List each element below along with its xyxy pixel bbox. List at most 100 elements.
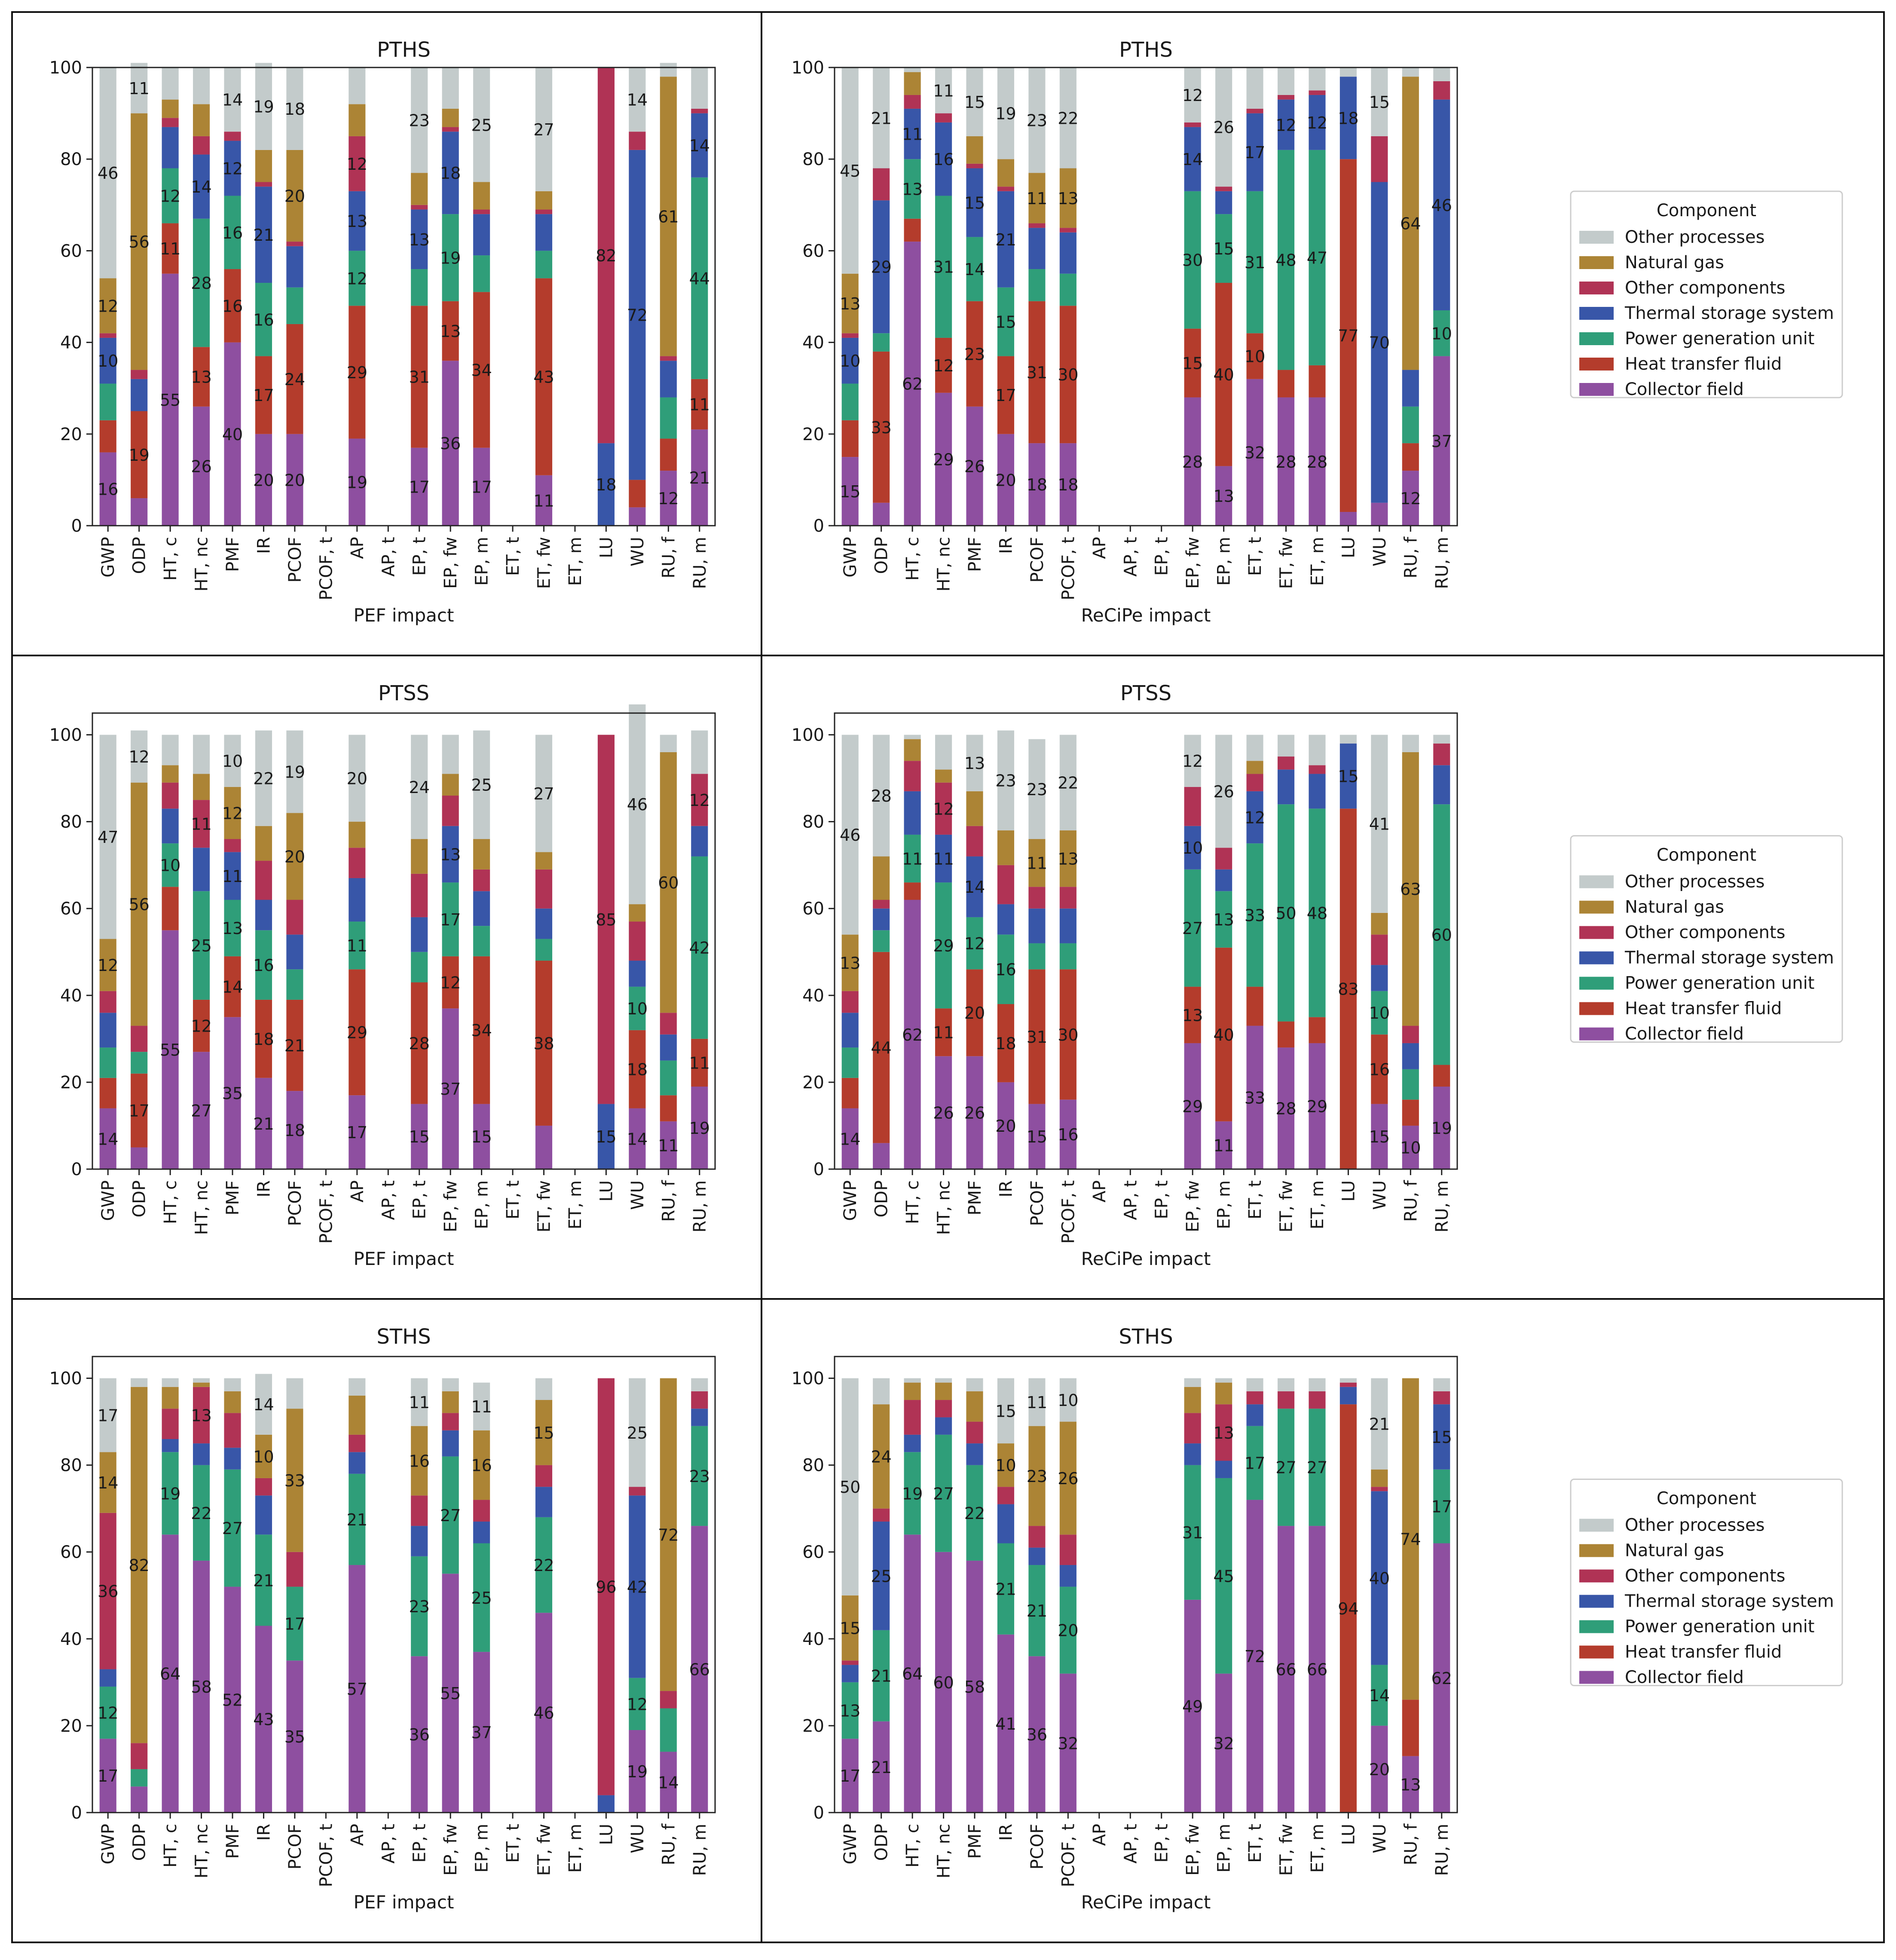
data-label-ru-f-collector-field: 12 xyxy=(1400,489,1421,508)
x-tick-label-ht-c: HT, c xyxy=(903,537,923,581)
chart-3: PTSS 14 12 47 17 56 12 55 10 27 12 25 11 35 14 13 11 12 10… xyxy=(49,681,716,1269)
bar-segment-ep-fw-other-components xyxy=(442,127,459,132)
x-tick-label-ru-m: RU, m xyxy=(690,1180,710,1232)
bar-segment-et-fw-collector-field xyxy=(535,1125,553,1169)
data-label-ru-m-thermal-storage-system: 15 xyxy=(1431,1428,1452,1447)
bar-segment-gwp-collector-field xyxy=(841,1108,859,1169)
bar-segment-et-fw-other-components xyxy=(535,209,553,214)
data-label-ru-m-other-components: 12 xyxy=(689,791,710,810)
bar-segment-pmf-thermal-storage-system xyxy=(224,141,241,196)
data-label-ir-collector-field: 41 xyxy=(995,1715,1016,1733)
bar-segment-ht-c-natural-gas xyxy=(904,72,921,95)
data-label-ep-fw-collector-field: 49 xyxy=(1182,1697,1203,1716)
bar-segment-wu-collector-field xyxy=(629,1108,646,1169)
data-label-pcof-natural-gas: 20 xyxy=(284,187,305,205)
bar-segment-pcof-power-generation-unit xyxy=(1028,943,1046,970)
data-label-ir-heat-transfer-fluid: 18 xyxy=(995,1034,1016,1053)
data-label-ru-f-natural-gas: 63 xyxy=(1400,880,1421,899)
legend-swatch-other-processes xyxy=(1579,1519,1614,1532)
bar-segment-ep-fw-collector-field xyxy=(1184,1043,1201,1169)
data-label-ru-m-power-generation-unit: 44 xyxy=(689,269,710,288)
bar-segment-pcof-t-heat-transfer-fluid xyxy=(1059,306,1076,444)
bar-segment-ep-m-other-components xyxy=(473,869,490,891)
bar-segment-ap-natural-gas xyxy=(349,821,366,848)
bar-segment-wu-other-processes xyxy=(629,1378,646,1487)
bar-segment-et-fw-collector-field xyxy=(1277,397,1295,526)
data-label-ht-c-power-generation-unit: 10 xyxy=(160,856,180,875)
bar-segment-wu-heat-transfer-fluid xyxy=(629,1030,646,1109)
data-label-ht-nc-other-components: 11 xyxy=(191,815,211,834)
bar-segment-ir-other-components xyxy=(997,1487,1015,1504)
data-label-ap-heat-transfer-fluid: 29 xyxy=(347,363,367,382)
chart-6-title: STHS xyxy=(1119,1325,1173,1349)
data-label-pcof-t-natural-gas: 13 xyxy=(1058,850,1078,869)
bar-segment-odp-heat-transfer-fluid xyxy=(873,351,890,503)
bar-segment-pcof-thermal-storage-system xyxy=(286,934,303,970)
bar-segment-odp-collector-field xyxy=(873,1721,890,1813)
x-tick-label-ht-c: HT, c xyxy=(903,1824,923,1868)
data-label-wu-collector-field: 14 xyxy=(627,1130,648,1148)
x-tick-label-ht-nc: HT, nc xyxy=(934,1180,954,1235)
legend-swatch-thermal-storage-system xyxy=(1579,307,1614,320)
bar-segment-ir-other-processes xyxy=(997,67,1015,159)
bar-segment-ru-m-other-processes xyxy=(1433,735,1450,744)
bar-segment-gwp-thermal-storage-system xyxy=(99,1013,116,1048)
bar-segment-ht-nc-thermal-storage-system xyxy=(935,1417,952,1435)
legend-item-collector-field: Collector field xyxy=(1625,1024,1744,1044)
bar-segment-pmf-other-components xyxy=(224,132,241,141)
x-tick-label-et-fw: ET, fw xyxy=(535,537,554,589)
y-tick-label: 0 xyxy=(71,516,82,536)
x-tick-label-wu: WU xyxy=(1370,1824,1390,1853)
data-label-et-fw-collector-field: 28 xyxy=(1275,1099,1296,1118)
data-label-ep-fw-power-generation-unit: 17 xyxy=(440,910,461,929)
x-tick-label-ru-f: RU, f xyxy=(659,536,679,579)
bar-segment-ru-f-other-processes xyxy=(1402,67,1419,77)
chart-5-title: STHS xyxy=(376,1325,431,1349)
data-label-pmf-power-generation-unit: 12 xyxy=(964,934,985,953)
data-label-pmf-heat-transfer-fluid: 16 xyxy=(222,297,243,315)
bar-segment-pmf-collector-field xyxy=(224,342,241,526)
bar-segment-pcof-thermal-storage-system xyxy=(1028,228,1046,270)
bar-segment-ep-t-power-generation-unit xyxy=(411,952,428,983)
bar-segment-ir-collector-field xyxy=(255,1626,272,1813)
y-tick-label: 40 xyxy=(60,1629,82,1649)
data-label-et-m-collector-field: 29 xyxy=(1307,1097,1327,1116)
bar-segment-pcof-other-processes xyxy=(1028,739,1046,839)
bar-segment-pmf-natural-gas xyxy=(224,787,241,839)
data-label-gwp-natural-gas: 12 xyxy=(98,297,118,315)
x-tick-label-pcof: PCOF xyxy=(1028,537,1047,583)
bar-segment-ir-thermal-storage-system xyxy=(255,1495,272,1535)
data-label-ep-t-other-processes: 24 xyxy=(409,778,430,797)
bar-segment-lu-other-components xyxy=(597,735,615,1104)
bar-segment-pcof-heat-transfer-fluid xyxy=(286,999,303,1091)
bar-segment-ru-m-collector-field xyxy=(691,1526,708,1813)
bar-segment-ru-f-power-generation-unit xyxy=(1402,1069,1419,1100)
data-label-lu-other-components: 85 xyxy=(596,910,616,929)
legend-item-other-processes: Other processes xyxy=(1625,872,1765,892)
bar-segment-gwp-natural-gas xyxy=(99,1452,116,1513)
data-label-ir-natural-gas: 10 xyxy=(253,1447,274,1466)
data-label-ep-m-heat-transfer-fluid: 40 xyxy=(1213,365,1234,384)
bar-segment-ep-fw-power-generation-unit xyxy=(442,1456,459,1574)
data-label-lu-heat-transfer-fluid: 83 xyxy=(1338,980,1358,999)
bar-segment-pcof-t-natural-gas xyxy=(1059,168,1076,228)
bar-segment-ep-t-other-components xyxy=(411,873,428,917)
y-tick-label: 80 xyxy=(60,150,82,169)
bar-segment-ht-c-other-components xyxy=(162,782,179,809)
data-label-ap-other-processes: 20 xyxy=(347,769,367,788)
bar-segment-ht-nc-collector-field xyxy=(935,1056,952,1169)
data-label-ht-nc-power-generation-unit: 22 xyxy=(191,1504,211,1523)
bar-segment-ht-nc-heat-transfer-fluid xyxy=(193,999,210,1052)
bar-segment-odp-power-generation-unit xyxy=(873,930,890,952)
x-tick-label-ir: IR xyxy=(254,1180,274,1197)
bar-segment-pcof-other-components xyxy=(1028,1526,1046,1548)
bar-segment-lu-thermal-storage-system xyxy=(1339,743,1357,809)
bar-segment-et-t-collector-field xyxy=(1246,379,1263,526)
bar-segment-pmf-other-components xyxy=(224,839,241,852)
bar-segment-pcof-t-other-components xyxy=(1059,228,1076,233)
data-label-ep-fw-collector-field: 37 xyxy=(440,1080,461,1099)
chart-4-title: PTSS xyxy=(1120,681,1171,705)
bar-segment-ht-c-thermal-storage-system xyxy=(904,1434,921,1452)
data-label-ht-c-power-generation-unit: 19 xyxy=(902,1484,923,1503)
bar-segment-lu-other-components xyxy=(1339,1382,1357,1387)
